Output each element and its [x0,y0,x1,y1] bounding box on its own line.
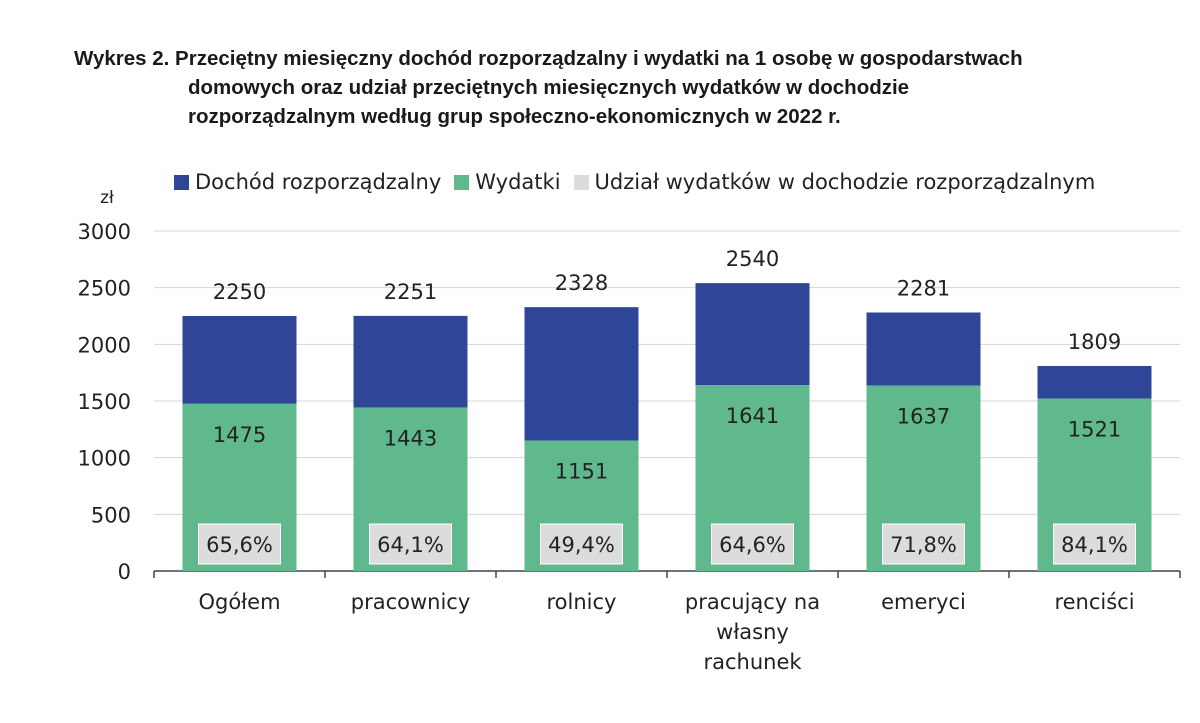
x-tick-label-line: renciści [1054,590,1134,614]
bar-income [182,316,297,404]
bar-income [695,283,810,386]
share-box [882,523,965,565]
bar-income [524,307,639,441]
bar-income [866,312,981,386]
data-label-share: 64,1% [377,533,444,557]
data-label-share: 84,1% [1061,533,1128,557]
x-tick-label-line: własny [716,620,789,644]
data-label-expenses: 1637 [897,404,950,428]
data-label-expenses: 1151 [555,460,608,484]
share-box [198,523,281,565]
x-tick-label: emeryci [881,590,966,614]
x-tick-label-line: emeryci [881,590,966,614]
data-label-share: 64,6% [719,533,786,557]
legend-swatch-income [174,174,189,190]
share-box [711,523,794,565]
x-tick-label: pracownicy [351,590,471,614]
share-box [540,523,623,565]
data-label-income: 2281 [897,276,950,300]
data-label-share: 71,8% [890,533,957,557]
y-axis-unit-label: zł [100,188,114,208]
x-tick-label: Ogółem [198,590,280,614]
legend-label-income: Dochód rozporządzalny [195,170,442,194]
x-tick-label-line: pracownicy [351,590,471,614]
legend-item-expenses: Wydatki [454,170,561,194]
y-tick-label: 2000 [78,333,131,357]
data-label-expenses: 1641 [726,404,779,428]
title-line-1: Wykres 2. Przeciętny miesięczny dochód r… [74,47,1023,70]
data-label-expenses: 1521 [1068,418,1121,442]
x-tick-label: pracujący na własny rachunek [685,590,820,674]
title-line-2: domowych oraz udział przeciętnych miesię… [188,76,910,99]
y-tick-label: 1000 [78,447,131,471]
data-label-share: 65,6% [206,533,273,557]
chart-legend: Dochód rozporządzalny Wydatki Udział wyd… [174,167,1108,197]
data-label-income: 2251 [384,280,437,304]
legend-swatch-share [573,174,589,190]
data-label-expenses: 1443 [384,426,437,450]
legend-swatch-expenses [454,174,470,190]
data-label-income: 2250 [213,280,266,304]
data-label-expenses: 1475 [213,423,266,447]
y-tick-label: 3000 [78,220,131,244]
y-tick-label: 2500 [78,277,131,301]
x-tick-label-line: rachunek [703,650,802,674]
y-tick-label: 1500 [78,390,131,414]
data-label-income: 2328 [555,271,608,295]
x-tick-label-line: rolnicy [547,590,617,614]
x-tick-label: rolnicy [547,590,617,614]
x-tick-label-line: Ogółem [198,590,280,614]
data-label-income: 1809 [1068,330,1121,354]
y-tick-label: 500 [91,503,131,527]
share-box [369,523,452,565]
share-box [1053,523,1136,565]
y-tick-label: 0 [118,560,131,584]
data-label-income: 2540 [726,247,779,271]
bar-income [353,315,468,408]
data-label-share: 49,4% [548,533,615,557]
legend-item-income: Dochód rozporządzalny [174,170,441,194]
chart-title: Wykres 2. Przeciętny miesięczny dochód r… [74,44,1184,131]
x-tick-label-line: pracujący na [685,590,820,614]
bar-income [1037,365,1152,399]
legend-label-expenses: Wydatki [475,170,561,194]
legend-item-share: Udział wydatków w dochodzie rozporządzal… [573,170,1096,194]
x-tick-label: renciści [1054,590,1134,614]
legend-label-share: Udział wydatków w dochodzie rozporządzal… [594,170,1096,194]
title-line-3: rozporządzalnym według grup społeczno-ek… [188,105,841,128]
